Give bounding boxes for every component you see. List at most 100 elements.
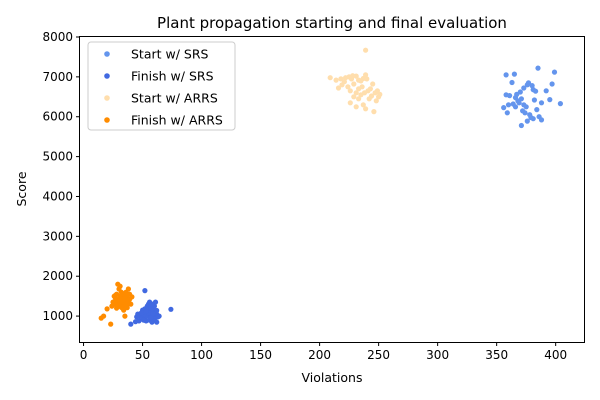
series-3-point — [122, 294, 128, 300]
series-0-point — [531, 97, 538, 103]
series-0-point — [511, 71, 517, 77]
y-tick-label: 4000 — [42, 189, 73, 203]
series-2-point — [358, 92, 364, 98]
x-tick-label: 0 — [80, 348, 88, 362]
y-tick-label: 8000 — [42, 30, 73, 44]
series-3-point — [124, 305, 130, 311]
series-2-point — [335, 85, 342, 91]
series-1-point — [154, 319, 160, 325]
series-2-point — [347, 88, 353, 94]
chart-title: Plant propagation starting and final eva… — [157, 14, 507, 32]
series-2-point — [345, 84, 351, 90]
series-3-point — [104, 306, 110, 312]
series-0-point — [521, 85, 527, 91]
series-2-point — [359, 84, 365, 90]
series-1-point — [138, 310, 144, 316]
legend-marker — [104, 73, 110, 79]
y-tick-label: 2000 — [42, 269, 73, 283]
series-2-point — [353, 104, 359, 110]
points-layer — [98, 47, 564, 327]
x-tick-label: 150 — [249, 348, 272, 362]
series-1-point — [150, 311, 156, 317]
x-axis: 0 50 100 150 200 250 300 350 400 — [80, 342, 567, 362]
y-tick-label: 6000 — [42, 110, 73, 124]
x-axis-label: Violations — [302, 370, 363, 385]
x-tick-label: 200 — [308, 348, 331, 362]
series-1-point — [134, 314, 140, 320]
series-0-point — [505, 102, 512, 108]
legend-entry-label: Finish w/ SRS — [131, 69, 214, 84]
series-0-point — [530, 116, 536, 122]
series-2-point — [370, 81, 376, 87]
series-2-point — [333, 77, 339, 83]
series-1-point — [148, 315, 154, 321]
series-2-point — [363, 72, 369, 78]
legend-marker — [104, 51, 110, 57]
series-0-point — [533, 88, 539, 94]
series-0-point — [551, 69, 558, 75]
series-3-point — [123, 289, 129, 295]
series-2-point — [338, 76, 344, 82]
series-1-point — [154, 307, 160, 314]
series-1-point — [143, 308, 149, 314]
legend-entry-label: Finish w/ ARRS — [131, 113, 223, 128]
legend-marker — [104, 117, 110, 123]
series-2-point — [351, 94, 357, 100]
series-2-point — [353, 73, 359, 79]
series-2-point — [364, 76, 370, 82]
series-2-point — [373, 98, 379, 104]
series-0-point — [529, 83, 535, 89]
series-0-point — [518, 122, 525, 129]
series-0-point — [522, 110, 528, 116]
series-0-point — [504, 110, 510, 116]
y-tick-label: 5000 — [42, 150, 73, 164]
series-2-point — [368, 93, 375, 99]
series-0-point — [549, 81, 555, 87]
y-tick-label: 7000 — [42, 70, 73, 84]
legend-entry-label: Start w/ ARRS — [131, 91, 218, 106]
series-2-point — [367, 86, 373, 92]
legend: Start w/ SRS Finish w/ SRS Start w/ ARRS Fi… — [87, 41, 236, 131]
x-tick-label: 250 — [367, 348, 390, 362]
series-0-point — [524, 118, 530, 124]
series-2-point — [371, 109, 377, 115]
y-tick-label: 1000 — [42, 309, 73, 323]
series-3-point — [108, 321, 114, 327]
series-3-point — [101, 313, 107, 319]
series-0-point — [512, 104, 519, 110]
y-tick-label: 3000 — [42, 229, 73, 243]
series-3-point — [122, 313, 128, 319]
x-tick-label: 50 — [135, 348, 150, 362]
y-axis: 1000 2000 3000 4000 5000 6000 7000 8000 — [42, 30, 80, 323]
series-0-point — [515, 98, 521, 104]
series-2-point — [327, 75, 333, 81]
series-2-point — [363, 47, 369, 53]
series-2-point — [347, 100, 353, 106]
series-3-point — [112, 292, 118, 298]
series-0-point — [543, 88, 549, 94]
series-0-point — [525, 80, 532, 86]
plot-area-frame — [79, 36, 585, 343]
series-3-point — [110, 299, 116, 305]
series-0-point — [538, 100, 545, 106]
series-0-point — [547, 97, 553, 103]
series-1-point — [156, 313, 162, 319]
legend-marker — [104, 95, 110, 101]
series-3-point — [115, 302, 121, 308]
series-0-point — [521, 102, 527, 108]
y-axis-label: Score — [14, 171, 29, 206]
series-2-point — [353, 90, 359, 96]
series-2-point — [351, 81, 357, 87]
series-0-point — [501, 105, 507, 111]
series-2-point — [356, 96, 362, 102]
x-tick-label: 300 — [426, 348, 449, 362]
x-tick-label: 400 — [544, 348, 567, 362]
series-0-point — [557, 101, 564, 107]
series-0-point — [503, 72, 509, 78]
series-0-point — [538, 117, 545, 123]
series-1-point — [128, 321, 134, 327]
series-0-point — [534, 107, 540, 113]
series-2-point — [363, 106, 369, 112]
series-2-point — [360, 102, 366, 108]
